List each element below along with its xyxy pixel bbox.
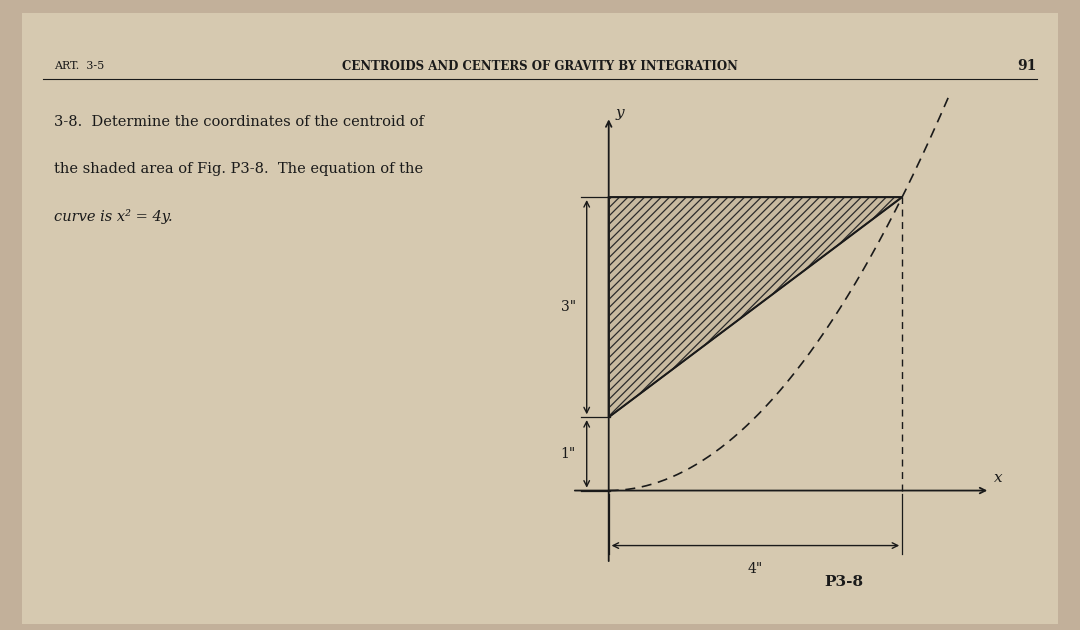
Text: 4": 4" [747, 562, 764, 576]
Text: 3-8.  Determine the coordinates of the centroid of: 3-8. Determine the coordinates of the ce… [54, 115, 424, 129]
Text: ART.  3-5: ART. 3-5 [54, 61, 105, 71]
Text: y: y [616, 105, 624, 120]
Polygon shape [609, 197, 902, 417]
Text: CENTROIDS AND CENTERS OF GRAVITY BY INTEGRATION: CENTROIDS AND CENTERS OF GRAVITY BY INTE… [342, 60, 738, 72]
Text: 1": 1" [561, 447, 576, 461]
Text: curve is x² = 4y.: curve is x² = 4y. [54, 209, 173, 224]
Text: 91: 91 [1017, 59, 1037, 73]
Text: x: x [994, 471, 1002, 484]
Text: the shaded area of Fig. P3-8.  The equation of the: the shaded area of Fig. P3-8. The equati… [54, 163, 423, 176]
Text: P3-8: P3-8 [824, 575, 863, 589]
Text: 3": 3" [561, 301, 576, 314]
